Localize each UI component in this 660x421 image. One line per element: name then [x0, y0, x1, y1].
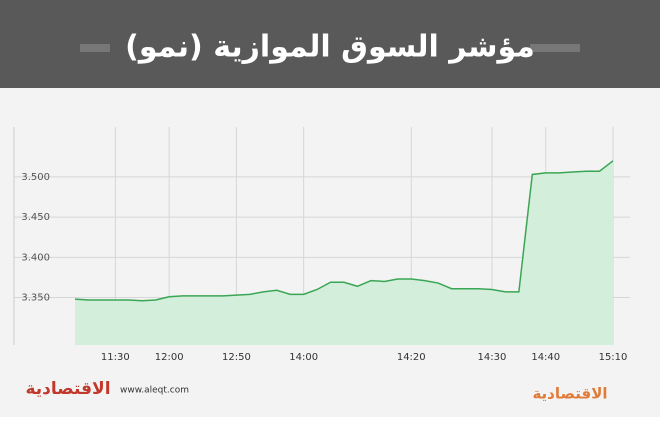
x-tick-label: 12:50 [222, 352, 251, 363]
x-tick-label: 12:00 [155, 352, 184, 363]
x-tick-label: 15:10 [599, 352, 628, 363]
chart-title: مؤشر السوق الموازية (نمو) [125, 30, 535, 65]
line [74, 160, 614, 302]
title-backdrop [110, 30, 530, 66]
footer-logo-right: الاقتصادية [532, 385, 607, 403]
y-tick-label: 3.500 [21, 172, 50, 183]
area-fill [75, 160, 613, 345]
y-tick-label: 3.350 [21, 293, 50, 304]
x-tick-label: 14:40 [531, 352, 560, 363]
x-tick-label: 11:30 [101, 352, 130, 363]
x-tick-label: 14:20 [397, 352, 426, 363]
footer-url: www.aleqt.com [120, 386, 189, 396]
y-tick-label: 3.400 [21, 252, 50, 263]
x-tick-label: 14:00 [289, 352, 318, 363]
y-tick-label: 3.450 [21, 212, 50, 223]
x-tick-label: 14:30 [478, 352, 507, 363]
footer-logo: الاقتصادية [25, 379, 110, 399]
